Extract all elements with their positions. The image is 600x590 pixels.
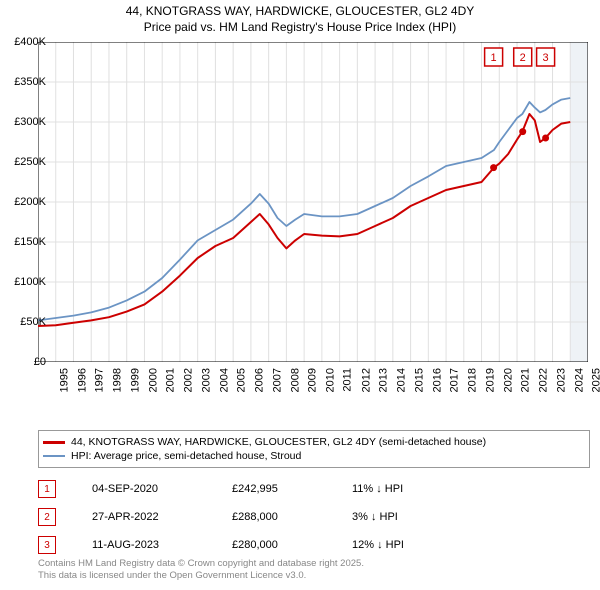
- marker-number-box: 2: [38, 508, 56, 526]
- y-tick-label: £0: [34, 356, 46, 368]
- x-tick-label: 2015: [413, 368, 425, 392]
- marker-table: 1 04-SEP-2020£242,99511% ↓ HPI 2 27-APR-202…: [38, 475, 588, 559]
- x-tick-label: 2004: [218, 368, 230, 392]
- marker-date: 27-APR-2022: [92, 511, 232, 523]
- x-tick-label: 2007: [271, 368, 283, 392]
- x-tick-label: 2023: [555, 368, 567, 392]
- footer-line1: Contains HM Land Registry data © Crown c…: [38, 558, 364, 570]
- x-tick-label: 2017: [449, 368, 461, 392]
- svg-text:3: 3: [543, 52, 549, 64]
- x-tick-label: 1999: [129, 368, 141, 392]
- footer-line2: This data is licensed under the Open Gov…: [38, 570, 364, 582]
- chart-area: 1 2 3: [38, 42, 588, 362]
- x-tick-label: 1998: [112, 368, 124, 392]
- marker-price: £242,995: [232, 483, 352, 495]
- x-tick-label: 2011: [342, 368, 354, 392]
- x-tick-label: 2002: [183, 368, 195, 392]
- x-tick-label: 2016: [431, 368, 443, 392]
- x-tick-label: 2024: [573, 368, 585, 392]
- x-tick-label: 2019: [484, 368, 496, 392]
- y-tick-label: £200K: [14, 196, 46, 208]
- x-tick-label: 2003: [200, 368, 212, 392]
- title-line1: 44, KNOTGRASS WAY, HARDWICKE, GLOUCESTER…: [0, 4, 600, 20]
- legend-box: 44, KNOTGRASS WAY, HARDWICKE, GLOUCESTER…: [38, 430, 590, 468]
- x-tick-label: 2006: [254, 368, 266, 392]
- x-tick-label: 1996: [76, 368, 88, 392]
- marker-date: 11-AUG-2023: [92, 539, 232, 551]
- marker-number-box: 3: [38, 536, 56, 554]
- marker-price: £280,000: [232, 539, 352, 551]
- marker-row: 3 11-AUG-2023£280,00012% ↓ HPI: [38, 531, 588, 559]
- y-tick-label: £300K: [14, 116, 46, 128]
- x-tick-label: 2025: [591, 368, 600, 392]
- x-tick-label: 2018: [467, 368, 479, 392]
- marker-diff: 12% ↓ HPI: [352, 539, 472, 551]
- marker-row: 1 04-SEP-2020£242,99511% ↓ HPI: [38, 475, 588, 503]
- title-line2: Price paid vs. HM Land Registry's House …: [0, 20, 600, 36]
- x-tick-label: 2021: [520, 368, 532, 392]
- x-tick-label: 1997: [94, 368, 106, 392]
- y-tick-label: £250K: [14, 156, 46, 168]
- x-tick-label: 2014: [396, 368, 408, 392]
- marker-date: 04-SEP-2020: [92, 483, 232, 495]
- y-tick-label: £100K: [14, 276, 46, 288]
- x-tick-label: 1995: [58, 368, 70, 392]
- legend-swatch: [43, 455, 65, 457]
- y-tick-label: £350K: [14, 76, 46, 88]
- x-tick-label: 2013: [378, 368, 390, 392]
- x-tick-label: 2009: [307, 368, 319, 392]
- legend-row: HPI: Average price, semi-detached house,…: [43, 449, 585, 463]
- marker-price: £288,000: [232, 511, 352, 523]
- svg-text:2: 2: [520, 52, 526, 64]
- legend-label: 44, KNOTGRASS WAY, HARDWICKE, GLOUCESTER…: [71, 436, 486, 448]
- line-chart-svg: 1 2 3: [38, 42, 588, 362]
- x-tick-label: 2010: [325, 368, 337, 392]
- x-tick-label: 2008: [289, 368, 301, 392]
- title-block: 44, KNOTGRASS WAY, HARDWICKE, GLOUCESTER…: [0, 0, 600, 35]
- y-tick-label: £400K: [14, 36, 46, 48]
- x-tick-label: 2012: [360, 368, 372, 392]
- marker-number-box: 1: [38, 480, 56, 498]
- legend-label: HPI: Average price, semi-detached house,…: [71, 450, 301, 462]
- chart-container: 44, KNOTGRASS WAY, HARDWICKE, GLOUCESTER…: [0, 0, 600, 590]
- marker-diff: 3% ↓ HPI: [352, 511, 472, 523]
- svg-text:1: 1: [491, 52, 497, 64]
- x-tick-label: 2001: [165, 368, 177, 392]
- marker-diff: 11% ↓ HPI: [352, 483, 472, 495]
- x-tick-label: 2005: [236, 368, 248, 392]
- x-tick-label: 2022: [538, 368, 550, 392]
- y-tick-label: £50K: [20, 316, 46, 328]
- legend-swatch: [43, 441, 65, 444]
- y-tick-label: £150K: [14, 236, 46, 248]
- legend-row: 44, KNOTGRASS WAY, HARDWICKE, GLOUCESTER…: [43, 435, 585, 449]
- marker-row: 2 27-APR-2022£288,0003% ↓ HPI: [38, 503, 588, 531]
- x-tick-label: 2020: [502, 368, 514, 392]
- x-tick-label: 2000: [147, 368, 159, 392]
- footer-text: Contains HM Land Registry data © Crown c…: [38, 558, 364, 583]
